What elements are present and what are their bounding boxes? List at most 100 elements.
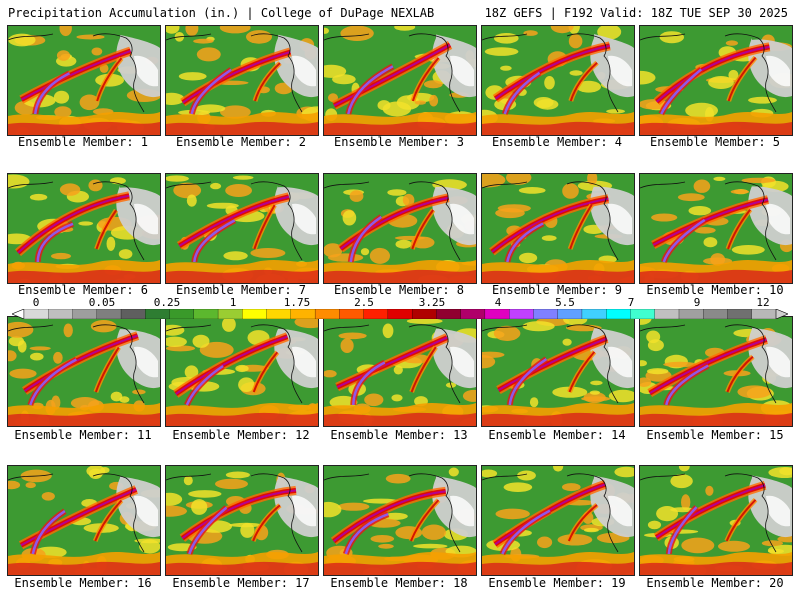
- model-run-info: 18Z GEFS | F192 Valid: 18Z TUE SEP 30 20…: [484, 6, 788, 20]
- colorbar-tick-label: 2.5: [354, 296, 374, 309]
- ensemble-member-label: Ensemble Member: 1: [17, 135, 149, 149]
- ensemble-map-panel: [481, 25, 635, 136]
- ensemble-member-label: Ensemble Member: 9: [491, 283, 623, 297]
- precip-map: [166, 174, 318, 283]
- ensemble-map-panel: [7, 25, 161, 136]
- ensemble-map-panel: [323, 25, 477, 136]
- colorbar-swatch: [484, 309, 510, 319]
- precip-map: [640, 317, 792, 426]
- colorbar-tick-label: 1: [229, 296, 237, 309]
- precip-map: [166, 317, 318, 426]
- colorbar-swatch: [581, 309, 607, 319]
- colorbar-swatch: [387, 309, 413, 319]
- precip-map: [324, 174, 476, 283]
- colorbar-swatch: [242, 309, 268, 319]
- precip-map: [166, 26, 318, 135]
- colorbar-swatch: [703, 309, 729, 319]
- colorbar-swatch: [23, 309, 49, 319]
- colorbar-swatch: [145, 309, 171, 319]
- colorbar-tick-label: 0: [32, 296, 40, 309]
- colorbar-swatch: [751, 309, 777, 319]
- colorbar-tick-label: 1.75: [283, 296, 311, 309]
- ensemble-map-panel: [323, 465, 477, 576]
- ensemble-member-label: Ensemble Member: 20: [646, 576, 784, 590]
- ensemble-member-label: Ensemble Member: 4: [491, 135, 623, 149]
- ensemble-member-label: Ensemble Member: 15: [646, 428, 784, 442]
- ensemble-member-label: Ensemble Member: 19: [488, 576, 626, 590]
- ensemble-map-panel: [7, 316, 161, 427]
- precip-map: [640, 174, 792, 283]
- precip-map: [482, 26, 634, 135]
- colorbar-tick-label: 0.05: [88, 296, 116, 309]
- colorbar-arrow-right: [775, 309, 788, 319]
- ensemble-map-panel: [7, 465, 161, 576]
- ensemble-member-label: Ensemble Member: 10: [646, 283, 784, 297]
- colorbar-arrow-left: [12, 309, 25, 319]
- colorbar-swatch: [48, 309, 74, 319]
- colorbar-legend: 0 0.05 0.25 1 1.75 2.5 3.25 4 5.5 7 9 12: [0, 296, 800, 320]
- ensemble-member-label: Ensemble Member: 14: [488, 428, 626, 442]
- colorbar-swatch: [339, 309, 365, 319]
- colorbar-swatch: [314, 309, 340, 319]
- colorbar-tick-label: 9: [693, 296, 701, 309]
- ensemble-member-label: Ensemble Member: 8: [333, 283, 465, 297]
- precip-map: [324, 26, 476, 135]
- ensemble-map-panel: [481, 173, 635, 284]
- colorbar-swatch: [169, 309, 195, 319]
- colorbar: [12, 309, 788, 319]
- colorbar-swatch: [509, 309, 534, 319]
- colorbar-swatch: [630, 309, 656, 319]
- colorbar-swatch: [266, 309, 292, 319]
- ensemble-member-label: Ensemble Member: 13: [330, 428, 468, 442]
- ensemble-member-label: Ensemble Member: 11: [14, 428, 152, 442]
- colorbar-tick-label: 12: [756, 296, 770, 309]
- colorbar-swatch: [654, 309, 680, 319]
- ensemble-member-label: Ensemble Member: 7: [175, 283, 307, 297]
- precip-map: [8, 174, 160, 283]
- ensemble-member-label: Ensemble Member: 16: [14, 576, 152, 590]
- ensemble-map-panel: [165, 25, 319, 136]
- ensemble-map-panel: [639, 316, 793, 427]
- ensemble-map-panel: [7, 173, 161, 284]
- precip-map: [640, 466, 792, 575]
- colorbar-tick-label: 4: [494, 296, 502, 309]
- ensemble-member-label: Ensemble Member: 5: [649, 135, 781, 149]
- colorbar-labels: 0 0.05 0.25 1 1.75 2.5 3.25 4 5.5 7 9 12: [0, 296, 800, 309]
- precip-map: [8, 26, 160, 135]
- precip-map: [166, 466, 318, 575]
- ensemble-member-label: Ensemble Member: 12: [172, 428, 310, 442]
- ensemble-map-panel: [165, 316, 319, 427]
- precip-map: [8, 466, 160, 575]
- ensemble-map-panel: [165, 173, 319, 284]
- ensemble-map-panel: [481, 316, 635, 427]
- precip-map: [482, 466, 634, 575]
- colorbar-swatch: [72, 309, 98, 319]
- colorbar-swatch: [363, 309, 389, 319]
- ensemble-member-label: Ensemble Member: 6: [17, 283, 149, 297]
- ensemble-map-panel: [165, 465, 319, 576]
- colorbar-swatch: [460, 309, 486, 319]
- colorbar-tick-label: 7: [627, 296, 635, 309]
- precip-map: [640, 26, 792, 135]
- ensemble-map-panel: [323, 173, 477, 284]
- colorbar-swatch: [120, 309, 146, 319]
- ensemble-map-panel: [481, 465, 635, 576]
- ensemble-member-label: Ensemble Member: 3: [333, 135, 465, 149]
- chart-title: Precipitation Accumulation (in.) | Colle…: [8, 6, 435, 20]
- colorbar-swatch: [557, 309, 583, 319]
- colorbar-tick-label: 3.25: [418, 296, 446, 309]
- colorbar-swatch: [678, 309, 704, 319]
- colorbar-swatch: [193, 309, 219, 319]
- colorbar-tick-label: 0.25: [153, 296, 181, 309]
- ensemble-member-label: Ensemble Member: 17: [172, 576, 310, 590]
- precip-map: [324, 317, 476, 426]
- colorbar-swatch: [411, 309, 437, 319]
- ensemble-map-panel: [639, 25, 793, 136]
- colorbar-swatch: [606, 309, 632, 319]
- colorbar-swatch: [533, 309, 559, 319]
- precip-map: [324, 466, 476, 575]
- colorbar-swatch: [96, 309, 122, 319]
- colorbar-swatch: [436, 309, 462, 319]
- colorbar-tick-label: 5.5: [555, 296, 575, 309]
- ensemble-map-panel: [323, 316, 477, 427]
